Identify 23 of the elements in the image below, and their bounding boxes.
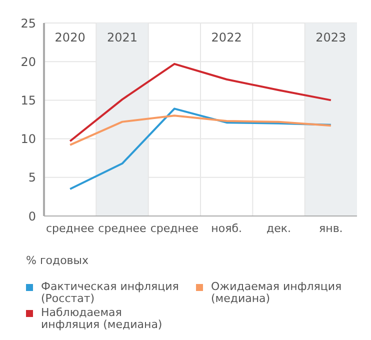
annotation: 2022 [211,30,242,45]
y-tick-label: 20 [20,54,36,69]
annotation: 2023 [316,30,346,45]
annotation: 2021 [106,30,138,45]
y-tick-label: 10 [20,132,36,146]
line-series [69,114,332,146]
x-tick-label: среднее [98,222,147,235]
x-tick-label: среднее [46,222,94,235]
legend-label: Наблюдаемая инфляция (медиана) [41,306,164,331]
y-tick-label: 5 [28,170,36,185]
legend-label: Ожидаемая инфляция (медиана) [211,280,343,305]
y-tick-label: 0 [28,209,36,224]
x-tick-label: янв. [319,222,343,235]
x-tick-label: нояб. [211,222,242,235]
legend-label: Фактическая инфляция (Росстат) [41,280,180,305]
y-tick-label: 15 [20,93,36,108]
line-series [69,62,332,142]
y-axis-title: % годовых [26,254,90,267]
x-tick-label: дек. [266,222,292,235]
y-tick-label: 25 [20,16,36,30]
line-series [69,108,332,190]
x-tick-label: среднее [150,222,199,235]
annotation: 2020 [54,30,86,45]
